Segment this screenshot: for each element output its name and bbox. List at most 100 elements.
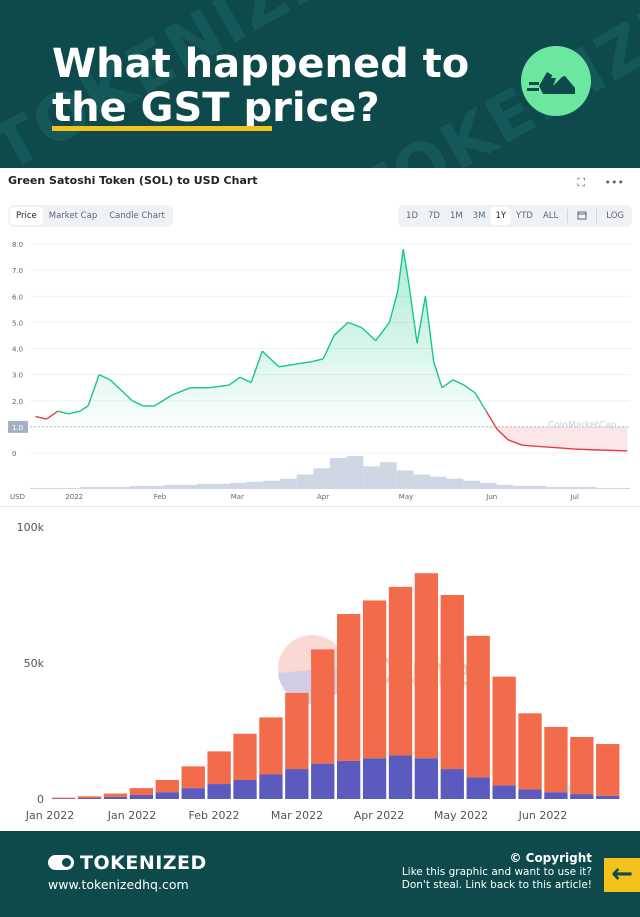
volume-bar <box>280 478 297 489</box>
more-icon[interactable]: ••• <box>604 176 624 189</box>
price-line-segment <box>278 363 296 368</box>
bar-segment-top <box>103 793 128 797</box>
x-tick-label: 2022 <box>65 493 83 501</box>
price-line-chart: 8.07.06.05.04.03.02.01.001.0CoinMarketCa… <box>8 241 630 501</box>
price-line-segment <box>388 290 399 323</box>
range-log[interactable]: LOG <box>606 211 624 221</box>
price-area-up <box>35 249 628 427</box>
bar-segment-bottom <box>129 794 154 799</box>
bar-segment-top <box>233 733 257 780</box>
bar-segment-bottom <box>492 785 516 799</box>
copyright-notice: © Copyright Like this graphic and want t… <box>402 852 592 892</box>
price-label-box <box>8 420 28 433</box>
volume-bar <box>363 466 380 489</box>
bar-segment-top <box>544 726 568 793</box>
price-line-segment <box>416 296 427 344</box>
volume-bar <box>213 483 230 489</box>
price-line-segment <box>250 350 263 383</box>
chart-toolbar-icons: ⛶ ••• <box>561 176 624 190</box>
page-title: What happened to the GST price? <box>52 41 470 131</box>
bar-segment-top <box>181 766 205 789</box>
volume-bar <box>296 474 314 489</box>
volume-bar <box>480 482 497 489</box>
bar-segment-top <box>570 736 594 795</box>
volume-bar <box>163 484 180 489</box>
price-line-segment <box>109 379 122 391</box>
tab-price[interactable]: Price <box>10 207 43 225</box>
y-tick-label: 7.0 <box>12 267 23 275</box>
bar-segment-bottom <box>103 796 128 799</box>
price-line-segment <box>402 249 410 284</box>
volume-bar <box>80 486 97 489</box>
bar-segment-bottom <box>544 792 568 799</box>
range-ytd[interactable]: YTD <box>516 211 533 221</box>
tab-candle-chart[interactable]: Candle Chart <box>109 211 165 221</box>
divider <box>596 209 598 223</box>
site-url[interactable]: www.tokenizedhq.com <box>48 877 189 892</box>
bar-segment-bottom <box>414 758 439 799</box>
y-tick-label: 8.0 <box>12 241 23 249</box>
volume-bar <box>580 486 597 489</box>
price-line-segment <box>228 376 241 386</box>
price-line-segment <box>474 392 487 412</box>
price-line-segment <box>57 410 69 415</box>
price-label-text: 1.0 <box>12 424 23 432</box>
price-area-down <box>35 426 628 451</box>
running-shoe-icon <box>521 46 591 116</box>
price-line-segment <box>79 405 89 412</box>
bar-segment-top <box>259 717 283 775</box>
y-tick-label: 3.0 <box>12 372 23 380</box>
y-tick-label: 4.0 <box>12 346 23 354</box>
range-1y[interactable]: 1Y <box>490 207 512 225</box>
volume-bar <box>196 483 214 489</box>
volume-bar <box>63 487 80 489</box>
bar-segment-top <box>311 649 335 764</box>
volume-bar <box>263 480 280 489</box>
price-line-segment <box>322 335 335 360</box>
range-1d[interactable]: 1D <box>406 211 418 221</box>
price-line-segment <box>558 447 575 450</box>
price-line-segment <box>35 415 47 420</box>
bar-segment-bottom <box>52 798 76 799</box>
price-line-segment <box>574 448 595 451</box>
range-1m[interactable]: 1M <box>449 211 463 221</box>
price-line-segment <box>87 374 100 407</box>
bar-segment-bottom <box>181 788 205 799</box>
brand-name: TOKENIZED <box>80 852 207 874</box>
price-line-segment <box>261 350 280 368</box>
y-tick-label: 6.0 <box>12 293 23 301</box>
price-line-segment <box>120 389 133 402</box>
x-tick-label: Jun 2022 <box>518 809 568 822</box>
calendar-icon[interactable] <box>572 206 592 227</box>
range-7d[interactable]: 7D <box>427 211 440 221</box>
price-line-segment <box>496 428 509 441</box>
expand-icon[interactable]: ⛶ <box>577 176 586 189</box>
arrow-left-icon: ← <box>604 858 640 892</box>
logo-mark-icon <box>48 855 74 870</box>
tab-market-cap[interactable]: Market Cap <box>48 211 98 221</box>
range-3m[interactable]: 3M <box>472 211 486 221</box>
volume-bar <box>613 487 630 489</box>
bar-segment-top <box>155 779 179 793</box>
bar-segment-top <box>207 751 231 785</box>
bar-segment-top <box>440 595 464 770</box>
bar-segment-bottom <box>155 792 179 799</box>
volume-bar <box>530 485 547 489</box>
volume-bar <box>96 486 114 489</box>
bar-segment-top <box>362 600 387 759</box>
x-tick-label: May <box>399 493 413 501</box>
price-line-segment <box>361 327 377 342</box>
coinmarketcap-watermark: CoinMarketCap <box>548 420 617 430</box>
price-line-segment <box>485 410 498 430</box>
bar-segment-bottom <box>388 755 413 799</box>
price-line-segment <box>98 373 111 381</box>
y-tick-label: 100k <box>17 521 45 534</box>
price-line-segment <box>594 449 614 452</box>
copyright-title: © Copyright <box>509 851 592 865</box>
volume-bar <box>313 468 330 489</box>
bar-segment-top <box>129 788 154 795</box>
range-all[interactable]: ALL <box>542 211 559 221</box>
bar-segment-top <box>492 676 516 786</box>
bar-segment-bottom <box>466 777 490 799</box>
